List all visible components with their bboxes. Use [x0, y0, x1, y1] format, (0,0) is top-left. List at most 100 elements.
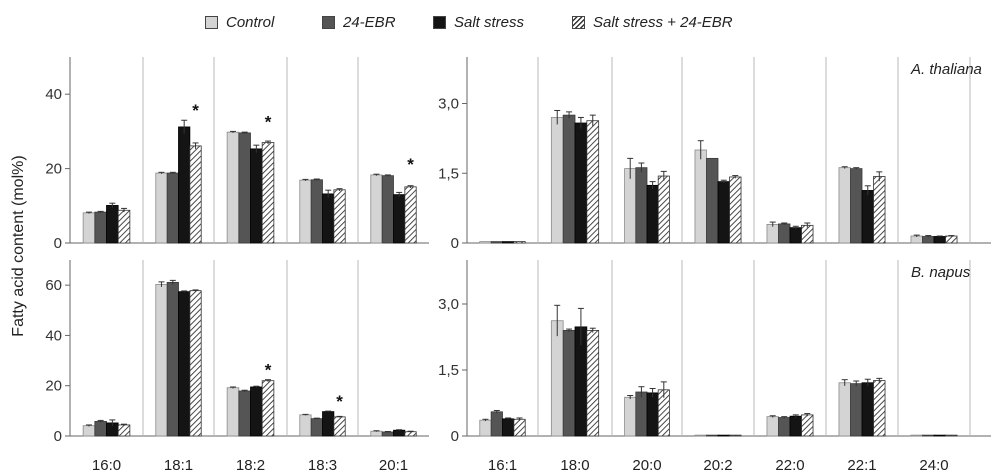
bar-a-thaliana-18-1-salt-stress-24-ebr: [189, 145, 202, 244]
bar-b-napus-22-0-salt-stress-24-ebr: [801, 414, 814, 437]
significance-marker-b-napus-18-2: *: [265, 361, 272, 380]
bar-b-napus-20-1-control: [370, 430, 383, 437]
b-napus-major-y-tick-label: 60: [45, 277, 62, 294]
bar-b-napus-20-0-control: [624, 396, 637, 437]
a-thaliana-minor-y-tick-label: 0: [451, 235, 459, 252]
bar-a-thaliana-20-1-control: [370, 174, 383, 244]
bar-a-thaliana-20-2-control: [694, 149, 707, 244]
bar-a-thaliana-22-1-salt-stress: [861, 190, 874, 244]
significance-marker-a-thaliana-20-1: *: [407, 155, 414, 174]
bar-b-napus-20-2-salt-stress: [717, 434, 730, 437]
x-tick-label-18-2: 18:2: [236, 457, 265, 474]
legend-swatch-control: [205, 15, 218, 29]
bar-b-napus-18-0-salt-stress-24-ebr: [586, 329, 600, 437]
x-tick-label-20-2: 20:2: [703, 457, 732, 474]
bar-b-napus-20-0-salt-stress: [646, 392, 659, 437]
bar-a-thaliana-20-2-salt-stress: [717, 181, 730, 244]
b-napus-major-y-tick-label: 20: [45, 378, 62, 395]
bar-a-thaliana-16-0-salt-stress-24-ebr: [117, 209, 131, 244]
b-napus-major-y-tick-label: 40: [45, 327, 62, 344]
b-napus-major-y-tick-label: 0: [54, 428, 62, 445]
legend-swatch-salt-stress-24-ebr: [572, 15, 585, 29]
bar-b-napus-20-2-salt-stress-24-ebr: [729, 434, 742, 437]
b-napus-minor-y-tick-label: 3,0: [438, 296, 459, 313]
bar-b-napus-20-2-control: [694, 434, 707, 437]
bar-a-thaliana-18-3-control: [299, 179, 312, 244]
bar-a-thaliana-20-0-salt-stress: [646, 184, 659, 244]
bar-a-thaliana-20-1-salt-stress: [393, 194, 406, 244]
legend-label-salt-stress-24-ebr: Salt stress + 24-EBR: [593, 13, 733, 31]
bar-a-thaliana-20-1-24-ebr: [381, 175, 394, 244]
bar-b-napus-18-1-24-ebr: [166, 281, 179, 437]
bar-a-thaliana-18-1-24-ebr: [166, 172, 179, 244]
bar-a-thaliana-18-0-24-ebr: [562, 114, 576, 244]
bar-b-napus-24-0-24-ebr: [922, 434, 935, 437]
bar-b-napus-18-2-salt-stress-24-ebr: [261, 380, 275, 437]
a-thaliana-major-y-tick-label: 0: [54, 235, 62, 252]
bar-a-thaliana-18-2-salt-stress: [250, 148, 263, 244]
legend-item-salt-stress-24-ebr: Salt stress + 24-EBR: [572, 8, 733, 36]
bar-b-napus-18-2-control: [226, 387, 240, 437]
x-tick-label-20-1: 20:1: [379, 457, 408, 474]
bar-b-napus-20-1-24-ebr: [381, 431, 394, 437]
bar-b-napus-18-2-24-ebr: [238, 390, 251, 437]
bar-a-thaliana-18-0-salt-stress-24-ebr: [586, 120, 600, 244]
bar-a-thaliana-16-1-salt-stress-24-ebr: [513, 241, 526, 244]
bar-a-thaliana-20-2-salt-stress-24-ebr: [729, 176, 742, 244]
bar-b-napus-16-0-24-ebr: [94, 421, 107, 437]
bar-b-napus-22-0-24-ebr: [778, 417, 791, 437]
bar-a-thaliana-22-0-control: [766, 223, 779, 244]
b-napus-minor-y-tick-label: 1,5: [438, 362, 459, 379]
bar-a-thaliana-18-0-control: [550, 117, 564, 244]
bar-b-napus-18-0-control: [550, 320, 564, 437]
x-tick-label-22-0: 22:0: [775, 457, 804, 474]
bar-a-thaliana-22-0-24-ebr: [778, 223, 791, 244]
a-thaliana-minor-y-tick-label: 3,0: [438, 96, 459, 113]
bar-a-thaliana-18-2-24-ebr: [238, 132, 251, 244]
bar-b-napus-16-0-control: [82, 425, 96, 437]
bar-b-napus-16-1-salt-stress: [502, 418, 515, 437]
bar-b-napus-18-0-24-ebr: [562, 329, 576, 437]
bar-b-napus-16-1-salt-stress-24-ebr: [513, 418, 526, 437]
bar-a-thaliana-24-0-control: [910, 235, 923, 244]
species-label-a-thaliana: A. thaliana: [910, 61, 982, 78]
b-napus-minor-y-tick-label: 0: [451, 428, 459, 445]
bar-b-napus-22-1-24-ebr: [850, 383, 863, 437]
bar-b-napus-18-3-24-ebr: [310, 418, 323, 437]
bar-a-thaliana-16-0-24-ebr: [94, 211, 107, 244]
bar-a-thaliana-22-0-salt-stress-24-ebr: [801, 224, 814, 244]
bar-b-napus-20-2-24-ebr: [706, 434, 719, 437]
y-axis-label: Fatty acid content (mol%): [10, 155, 27, 336]
bar-a-thaliana-24-0-salt-stress-24-ebr: [945, 235, 958, 244]
bar-a-thaliana-16-0-control: [82, 212, 96, 244]
bar-a-thaliana-18-3-salt-stress: [322, 193, 335, 244]
bar-a-thaliana-16-1-salt-stress: [502, 241, 515, 244]
legend: Control 24-EBR Salt stress Salt stress +…: [0, 8, 991, 36]
x-tick-label-16-1: 16:1: [488, 457, 517, 474]
bar-b-napus-24-0-salt-stress-24-ebr: [945, 434, 958, 437]
bar-b-napus-18-3-control: [299, 414, 312, 437]
a-thaliana-minor-y-tick-label: 1,5: [438, 165, 459, 182]
bar-a-thaliana-20-0-24-ebr: [635, 167, 648, 244]
bar-a-thaliana-22-1-24-ebr: [850, 168, 863, 244]
x-tick-label-18-1: 18:1: [164, 457, 193, 474]
bar-b-napus-22-0-control: [766, 416, 779, 437]
x-tick-label-24-0: 24:0: [919, 457, 948, 474]
bar-a-thaliana-18-3-24-ebr: [310, 179, 323, 244]
bar-b-napus-16-0-salt-stress-24-ebr: [117, 424, 131, 437]
bar-a-thaliana-20-0-control: [624, 168, 637, 244]
bar-b-napus-22-0-salt-stress: [789, 415, 802, 437]
bar-a-thaliana-16-1-control: [479, 241, 492, 244]
legend-label-salt-stress: Salt stress: [454, 13, 525, 31]
bar-a-thaliana-20-2-24-ebr: [706, 157, 719, 244]
species-label-b-napus: B. napus: [911, 264, 971, 281]
bar-a-thaliana-16-0-salt-stress: [106, 205, 119, 244]
bar-b-napus-20-1-salt-stress: [393, 429, 406, 437]
bar-b-napus-18-2-salt-stress: [250, 386, 263, 437]
legend-item-salt-stress: Salt stress: [433, 8, 524, 36]
bar-b-napus-18-3-salt-stress: [322, 411, 335, 437]
a-thaliana-major-y-tick-label: 20: [45, 161, 62, 178]
bar-a-thaliana-18-0-salt-stress: [574, 122, 588, 244]
bar-a-thaliana-18-3-salt-stress-24-ebr: [333, 189, 346, 244]
